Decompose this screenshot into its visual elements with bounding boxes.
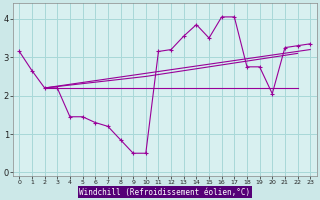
X-axis label: Windchill (Refroidissement éolien,°C): Windchill (Refroidissement éolien,°C) xyxy=(79,188,250,197)
